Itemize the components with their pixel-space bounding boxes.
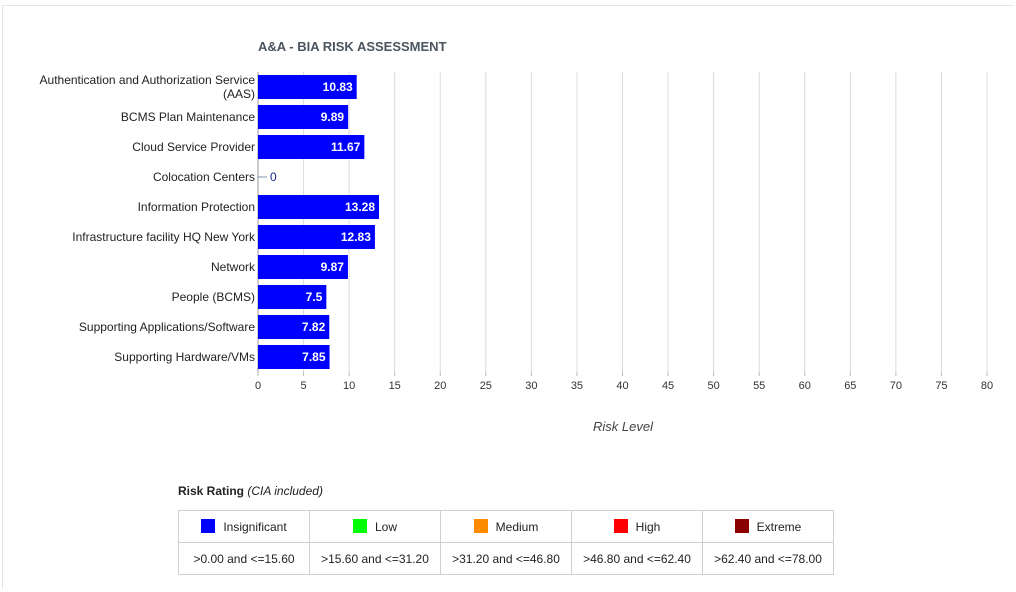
category-label: Supporting Applications/Software — [79, 320, 255, 334]
legend-label: High — [635, 520, 661, 534]
legend-label: Extreme — [756, 520, 802, 534]
x-tick-label: 65 — [844, 380, 856, 392]
category-label: Authentication and Authorization Service — [40, 73, 256, 87]
legend-item-medium: Medium — [440, 510, 572, 543]
x-tick-label: 0 — [255, 380, 261, 392]
x-tick-label: 10 — [343, 380, 355, 392]
category-label: Colocation Centers — [153, 170, 255, 184]
x-tick-label: 35 — [571, 380, 583, 392]
legend-item-low: Low — [309, 510, 441, 543]
category-label: Information Protection — [138, 200, 255, 214]
bar — [258, 105, 349, 129]
legend-label: Insignificant — [223, 520, 287, 534]
category-label: Cloud Service Provider — [132, 140, 255, 154]
chart-frame — [2, 5, 1014, 589]
bar-value-label: 11.67 — [331, 140, 361, 154]
legend-range: >62.40 and <=78.00 — [702, 542, 834, 575]
swatch-low — [352, 519, 367, 533]
swatch-insignificant — [201, 519, 216, 533]
bar-value-label: 10.83 — [323, 80, 353, 94]
x-tick-label: 55 — [753, 380, 765, 392]
x-tick-label: 70 — [890, 380, 902, 392]
legend-subtitle: (CIA included) — [247, 484, 323, 498]
x-axis-title: Risk Level — [593, 419, 654, 434]
legend-range: >46.80 and <=62.40 — [571, 542, 703, 575]
category-label: BCMS Plan Maintenance — [121, 110, 255, 124]
bar — [258, 225, 375, 249]
x-tick-label: 60 — [799, 380, 811, 392]
bars: 10.83 9.89 11.67 0 13.28 12.83 9.87 7.5 7.82 7.85 — [258, 75, 380, 369]
legend-ranges-row: >0.00 and <=15.60 >15.60 and <=31.20 >31… — [178, 542, 834, 575]
legend-item-high: High — [571, 510, 703, 543]
x-tick-label: 30 — [525, 380, 537, 392]
bar — [258, 345, 330, 369]
legend-item-extreme: Extreme — [702, 510, 834, 543]
bar-value-label: 7.82 — [302, 320, 326, 334]
x-tick-label: 20 — [434, 380, 446, 392]
x-tick-label: 15 — [389, 380, 401, 392]
category-labels: Authentication and Authorization Service… — [40, 73, 256, 364]
legend-label: Low — [374, 520, 397, 534]
legend-item-insignificant: Insignificant — [178, 510, 310, 543]
risk-rating-legend: Insignificant Low Medium High Extreme >0… — [178, 510, 834, 575]
bar — [258, 195, 380, 219]
legend-label: Medium — [495, 520, 539, 534]
bar-value-label: 12.83 — [341, 230, 371, 244]
swatch-medium — [473, 519, 488, 533]
bar-value-label: 7.5 — [306, 290, 323, 304]
grid-lines — [257, 72, 988, 376]
bar-value-label: 13.28 — [345, 200, 375, 214]
chart-title: A&A - BIA RISK ASSESSMENT — [258, 39, 447, 54]
bar-value-label: 9.89 — [321, 110, 345, 124]
legend-range: >15.60 and <=31.20 — [309, 542, 441, 575]
legend-labels-row: Insignificant Low Medium High Extreme — [178, 510, 834, 543]
legend-title-text: Risk Rating — [178, 484, 245, 498]
bar-value-label: 7.85 — [302, 350, 326, 364]
bar — [258, 285, 327, 309]
category-label: Infrastructure facility HQ New York — [72, 230, 256, 244]
x-tick-label: 5 — [301, 380, 307, 392]
category-label: (AAS) — [223, 87, 255, 101]
bar-value-label: 0 — [270, 170, 277, 184]
x-tick-label: 25 — [480, 380, 492, 392]
x-tick-labels: 0 5 10 15 20 25 30 35 40 45 50 55 60 65 70 75 80 — [255, 380, 993, 392]
risk-bar-chart: A&A - BIA RISK ASSESSMENT 10.83 9.89 11.67… — [40, 39, 994, 434]
bar — [258, 315, 330, 339]
legend-range: >31.20 and <=46.80 — [440, 542, 572, 575]
swatch-extreme — [734, 519, 749, 533]
legend-title: Risk Rating (CIA included) — [178, 484, 323, 498]
x-tick-label: 45 — [662, 380, 674, 392]
x-tick-label: 50 — [708, 380, 720, 392]
x-tick-label: 75 — [935, 380, 947, 392]
legend-range: >0.00 and <=15.60 — [178, 542, 310, 575]
x-tick-label: 40 — [616, 380, 628, 392]
swatch-high — [613, 519, 628, 533]
bar-value-label: 9.87 — [321, 260, 345, 274]
bar — [258, 135, 365, 159]
x-tick-label: 80 — [981, 380, 993, 392]
category-label: People (BCMS) — [172, 290, 255, 304]
category-label: Supporting Hardware/VMs — [114, 350, 255, 364]
bar — [258, 75, 357, 99]
bar — [258, 255, 348, 279]
category-label: Network — [211, 260, 256, 274]
